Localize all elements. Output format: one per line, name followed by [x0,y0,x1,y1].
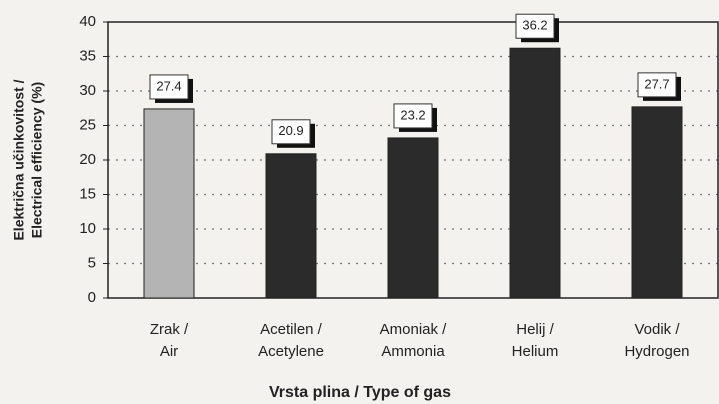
y-tick-label: 15 [79,185,96,202]
value-label: 36.2 [522,18,547,33]
value-label: 23.2 [400,107,425,122]
value-label: 20.9 [278,123,303,138]
label-box [515,13,555,39]
label-box [149,74,189,100]
y-tick-label: 30 [79,82,96,99]
bar [387,137,439,299]
label-box [271,119,311,145]
value-label: 27.7 [644,76,669,91]
y-axis-title-line: Electrical efficiency (%) [29,82,45,238]
x-tick-label: Amoniak / [380,321,448,338]
x-tick-label: Hydrogen [624,343,689,360]
x-tick-label: Helium [512,343,559,360]
y-axis-title-line: Električna učinkovitost / [11,79,27,240]
y-tick-label: 10 [79,220,96,237]
y-tick-label: 25 [79,116,96,133]
x-tick-label: Vodik / [634,321,680,338]
y-tick-label: 5 [88,254,96,271]
x-tick-label: Zrak / [150,321,189,338]
bar [143,108,195,299]
bar [265,153,317,299]
x-axis-title: Vrsta plina / Type of gas [269,384,451,401]
label-box [393,103,433,129]
value-label: 27.4 [156,78,181,93]
x-tick-label: Acetilen / [260,321,323,338]
y-tick-label: 40 [79,13,96,30]
y-tick-label: 35 [79,47,96,64]
y-axis-title: Električna učinkovitost / Electrical eff… [11,79,45,240]
y-tick-label: 20 [79,151,96,168]
x-tick-label: Air [160,343,178,360]
bar [631,106,683,299]
x-tick-label: Acetylene [258,343,324,360]
bar [509,47,561,299]
y-tick-label: 0 [88,289,96,306]
label-box [637,72,677,98]
x-tick-label: Ammonia [381,343,445,360]
x-tick-label: Helij / [516,321,554,338]
